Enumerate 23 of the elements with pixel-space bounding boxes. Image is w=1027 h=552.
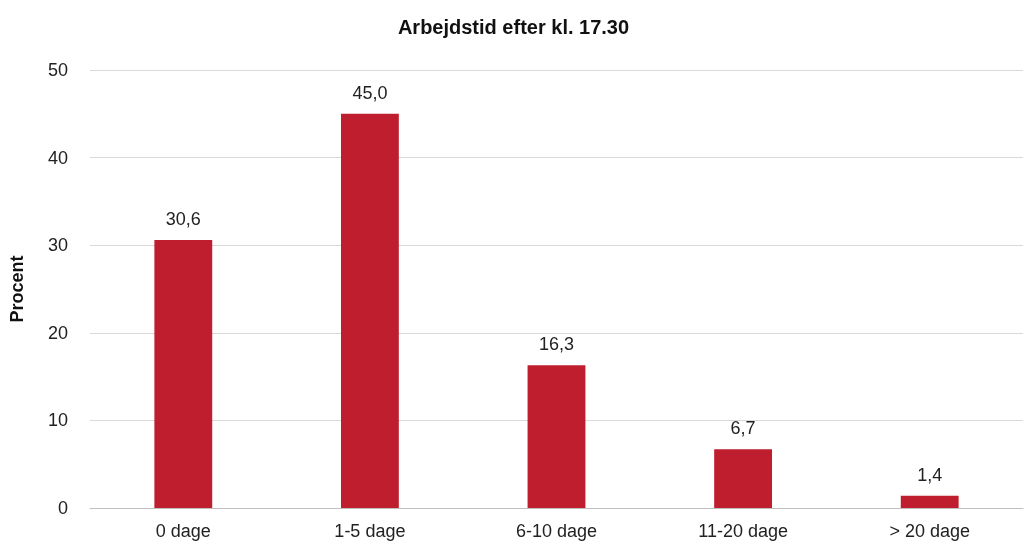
data-label: 6,7 [730, 418, 756, 439]
data-label: 1,4 [917, 464, 943, 485]
y-tick-label: 40 [47, 147, 68, 168]
data-label: 16,3 [538, 334, 575, 355]
bar [527, 365, 586, 508]
chart-title: Arbejdstid efter kl. 17.30 [397, 16, 630, 38]
y-tick-label: 20 [47, 322, 68, 343]
bar [900, 495, 959, 508]
x-tick-label: 0 dage [155, 521, 211, 541]
y-tick-label: 50 [47, 60, 68, 80]
x-tick-label: 6-10 dage [515, 521, 598, 541]
y-axis-title: Procent [7, 255, 27, 323]
x-tick-label: 1-5 dage [334, 521, 406, 541]
y-tick-label: 10 [47, 410, 68, 431]
bar [714, 449, 773, 508]
y-tick-label: 30 [47, 235, 68, 256]
bar [154, 239, 213, 508]
data-label: 45,0 [352, 82, 388, 103]
bar [340, 113, 399, 508]
data-label: 30,6 [165, 208, 201, 229]
x-tick-label: 11-20 dage [698, 521, 788, 541]
y-tick-label: 0 [57, 498, 68, 518]
x-tick-label: > 20 dage [889, 521, 970, 541]
